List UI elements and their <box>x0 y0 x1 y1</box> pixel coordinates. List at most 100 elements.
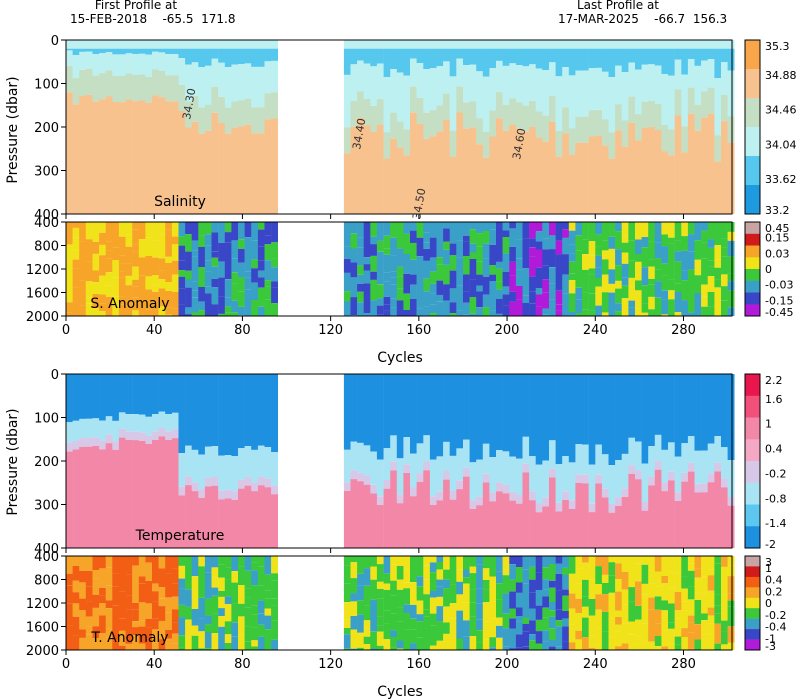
heatmap-cell <box>211 304 219 316</box>
heatmap-cell <box>396 276 404 289</box>
heatmap-cell <box>588 268 596 275</box>
x-tick-label: 280 <box>671 323 696 338</box>
heatmap-cell <box>383 556 391 574</box>
heatmap-cell <box>350 374 358 442</box>
heatmap-cell <box>727 593 735 601</box>
colorbar-swatch <box>745 374 760 397</box>
heatmap-cell <box>138 222 146 240</box>
heatmap-cell <box>152 284 159 292</box>
heatmap-cell <box>72 237 80 251</box>
heatmap-cell <box>595 374 603 445</box>
heatmap-cell <box>443 241 450 250</box>
heatmap-cell <box>231 64 239 102</box>
heatmap-cell <box>694 65 702 105</box>
heatmap-cell <box>125 556 133 575</box>
heatmap-cell <box>99 556 106 569</box>
heatmap-cell <box>105 272 113 286</box>
heatmap-cell <box>555 130 563 157</box>
heatmap-cell <box>502 493 510 548</box>
heatmap-cell <box>436 294 444 302</box>
heatmap-cell <box>509 40 517 49</box>
heatmap-cell <box>231 556 239 572</box>
heatmap-cell <box>668 442 675 472</box>
heatmap-cell <box>271 40 278 49</box>
heatmap-cell <box>125 305 133 316</box>
heatmap-cell <box>476 233 484 247</box>
heatmap-cell <box>555 374 563 465</box>
heatmap-cell <box>350 297 358 316</box>
heatmap-cell <box>72 78 80 105</box>
heatmap-cell <box>251 240 259 251</box>
heatmap-cell <box>125 625 133 644</box>
heatmap-cell <box>456 581 464 595</box>
colorbar-label: 1 <box>765 418 772 431</box>
heatmap-cell <box>661 314 669 316</box>
heatmap-cell <box>648 48 656 65</box>
heatmap-cell <box>515 299 523 316</box>
heatmap-cell <box>132 244 140 252</box>
heatmap-cell <box>92 253 100 271</box>
heatmap-cell <box>727 600 735 607</box>
heatmap-cell <box>390 40 398 49</box>
heatmap-cell <box>165 629 173 639</box>
heatmap-cell <box>403 273 411 294</box>
heatmap-cell <box>694 104 702 131</box>
heatmap-cell <box>350 441 358 471</box>
lower-x-axis-title: Cycles <box>377 684 423 700</box>
heatmap-cell <box>582 222 589 240</box>
heatmap-cell <box>443 633 450 650</box>
heatmap-cell <box>363 125 371 214</box>
heatmap-cell <box>641 237 649 248</box>
heatmap-cell <box>509 491 517 501</box>
heatmap-cell <box>727 576 735 594</box>
heatmap-cell <box>529 491 536 501</box>
heatmap-cell <box>376 459 384 497</box>
heatmap-cell <box>390 556 398 565</box>
colorbar-label: -0.4 <box>765 621 786 634</box>
heatmap-cell <box>410 284 417 299</box>
heatmap-cell <box>429 257 437 272</box>
heatmap-cell <box>721 274 728 287</box>
heatmap-cell <box>92 626 100 638</box>
heatmap-cell <box>641 101 649 128</box>
heatmap-cell <box>542 607 550 618</box>
heatmap-cell <box>661 491 669 548</box>
heatmap-cell <box>99 603 106 616</box>
heatmap-cell <box>85 570 93 587</box>
heatmap-cell <box>204 293 212 312</box>
colorbar-swatch <box>745 597 760 609</box>
heatmap-cell <box>403 254 411 274</box>
heatmap-cell <box>635 643 642 650</box>
heatmap-cell <box>502 305 510 316</box>
heatmap-cell <box>72 580 80 593</box>
heatmap-cell <box>112 238 120 248</box>
x-tick-label: 0 <box>62 323 70 338</box>
heatmap-cell <box>370 451 378 485</box>
heatmap-cell <box>85 303 93 316</box>
heatmap-cell <box>429 222 437 238</box>
heatmap-cell <box>615 556 622 564</box>
heatmap-cell <box>522 569 530 584</box>
heatmap-cell <box>416 644 424 650</box>
heatmap-cell <box>687 48 695 59</box>
heatmap-cell <box>376 251 384 264</box>
heatmap-cell <box>350 40 358 49</box>
heatmap-cell <box>549 299 556 316</box>
heatmap-cell <box>582 637 589 650</box>
heatmap-cell <box>482 374 490 444</box>
heatmap-cell <box>118 271 126 278</box>
heatmap-cell <box>509 63 517 99</box>
heatmap-cell <box>416 443 424 474</box>
heatmap-cell <box>721 48 728 62</box>
heatmap-cell <box>410 487 417 497</box>
heatmap-cell <box>211 112 219 214</box>
heatmap-cell <box>92 270 100 283</box>
heatmap-cell <box>668 290 675 300</box>
heatmap-cell <box>463 291 470 303</box>
heatmap-cell <box>509 309 517 316</box>
heatmap-cell <box>343 565 351 584</box>
heatmap-cell <box>542 48 550 71</box>
heatmap-cell <box>204 286 212 294</box>
colorbar-swatch <box>745 439 760 462</box>
heatmap-cell <box>132 279 140 287</box>
